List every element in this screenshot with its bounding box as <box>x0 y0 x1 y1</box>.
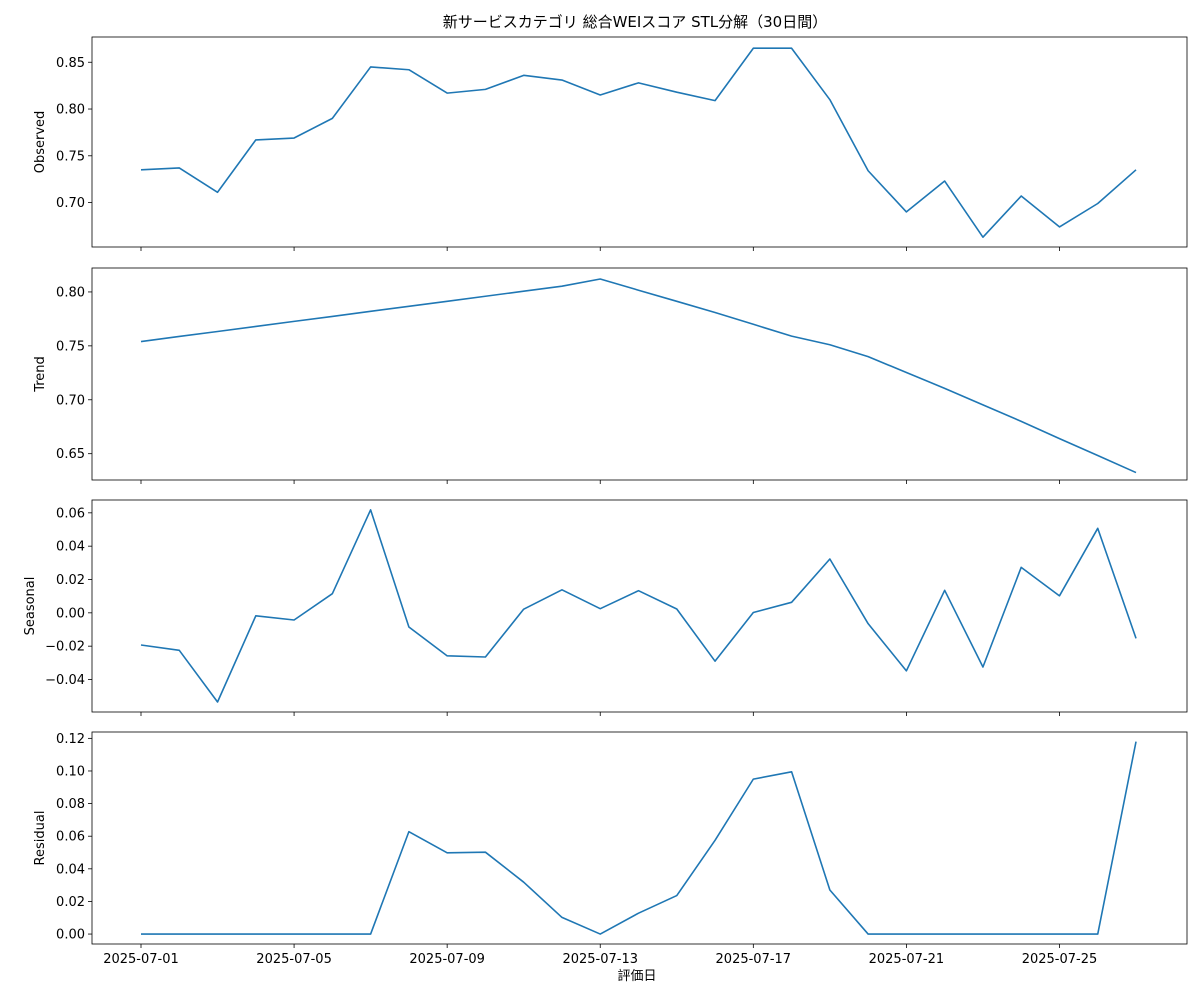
y-tick-label: 0.02 <box>56 573 85 588</box>
panel-observed: 0.70 0.75 0.80 0.85 Observed <box>33 36 1188 251</box>
y-axis-label: Trend <box>33 356 48 393</box>
y-tick-label: 0.80 <box>56 285 85 300</box>
y-axis-label: Seasonal <box>23 577 38 636</box>
y-tick-label: −0.02 <box>45 640 85 655</box>
panels: 0.70 0.75 0.80 0.85 Observed 0.65 0.70 0.75 0.80… <box>23 36 1188 948</box>
series-line-observed <box>140 47 1137 238</box>
panel-seasonal: −0.04 −0.02 0.00 0.02 0.04 0.06 Seasonal <box>23 499 1188 716</box>
y-tick-label: 0.06 <box>56 506 85 521</box>
y-tick-label: 0.06 <box>56 830 85 845</box>
y-tick-label: 0.70 <box>56 196 85 211</box>
panel-frame <box>91 731 1188 945</box>
panel-frame <box>91 499 1188 713</box>
y-axis-label: Observed <box>33 111 48 174</box>
x-tick-label: 2025-07-17 <box>716 952 792 967</box>
series-line-trend <box>140 278 1137 474</box>
y-tick-label: 0.08 <box>56 797 85 812</box>
x-tick-label: 2025-07-05 <box>256 952 332 967</box>
x-tick-label: 2025-07-13 <box>562 952 638 967</box>
y-tick-label: 0.12 <box>56 732 85 747</box>
series-line-seasonal <box>140 509 1137 703</box>
y-tick-label: 0.02 <box>56 895 85 910</box>
y-tick-label: 0.10 <box>56 764 85 779</box>
y-tick-label: 0.75 <box>56 339 85 354</box>
x-tick-label: 2025-07-09 <box>409 952 485 967</box>
x-tick-label: 2025-07-01 <box>103 952 179 967</box>
y-tick-label: 0.75 <box>56 149 85 164</box>
y-tick-label: 0.00 <box>56 928 85 943</box>
y-tick-label: 0.70 <box>56 393 85 408</box>
y-axis-label: Residual <box>33 811 48 866</box>
x-axis: 2025-07-01 2025-07-05 2025-07-09 2025-07-13… <box>103 952 1097 967</box>
y-tick-label: 0.80 <box>56 103 85 118</box>
x-axis-label: 評価日 <box>617 969 656 984</box>
panel-trend: 0.65 0.70 0.75 0.80 Trend <box>33 267 1188 484</box>
panel-frame <box>91 36 1188 248</box>
series-line-residual <box>141 741 1137 935</box>
x-tick-label: 2025-07-25 <box>1022 952 1098 967</box>
y-tick-label: 0.00 <box>56 606 85 621</box>
panel-residual: 0.00 0.02 0.04 0.06 0.08 0.10 0.12 Residual <box>33 731 1188 948</box>
panel-frame <box>91 267 1188 481</box>
y-tick-label: 0.04 <box>56 862 85 877</box>
y-tick-label: 0.85 <box>56 56 85 71</box>
y-tick-label: 0.04 <box>56 540 85 555</box>
y-tick-label: 0.65 <box>56 447 85 462</box>
chart-title: 新サービスカテゴリ 総合WEIスコア STL分解（30日間） <box>443 13 827 31</box>
y-tick-label: −0.04 <box>45 673 85 688</box>
x-tick-label: 2025-07-21 <box>869 952 945 967</box>
